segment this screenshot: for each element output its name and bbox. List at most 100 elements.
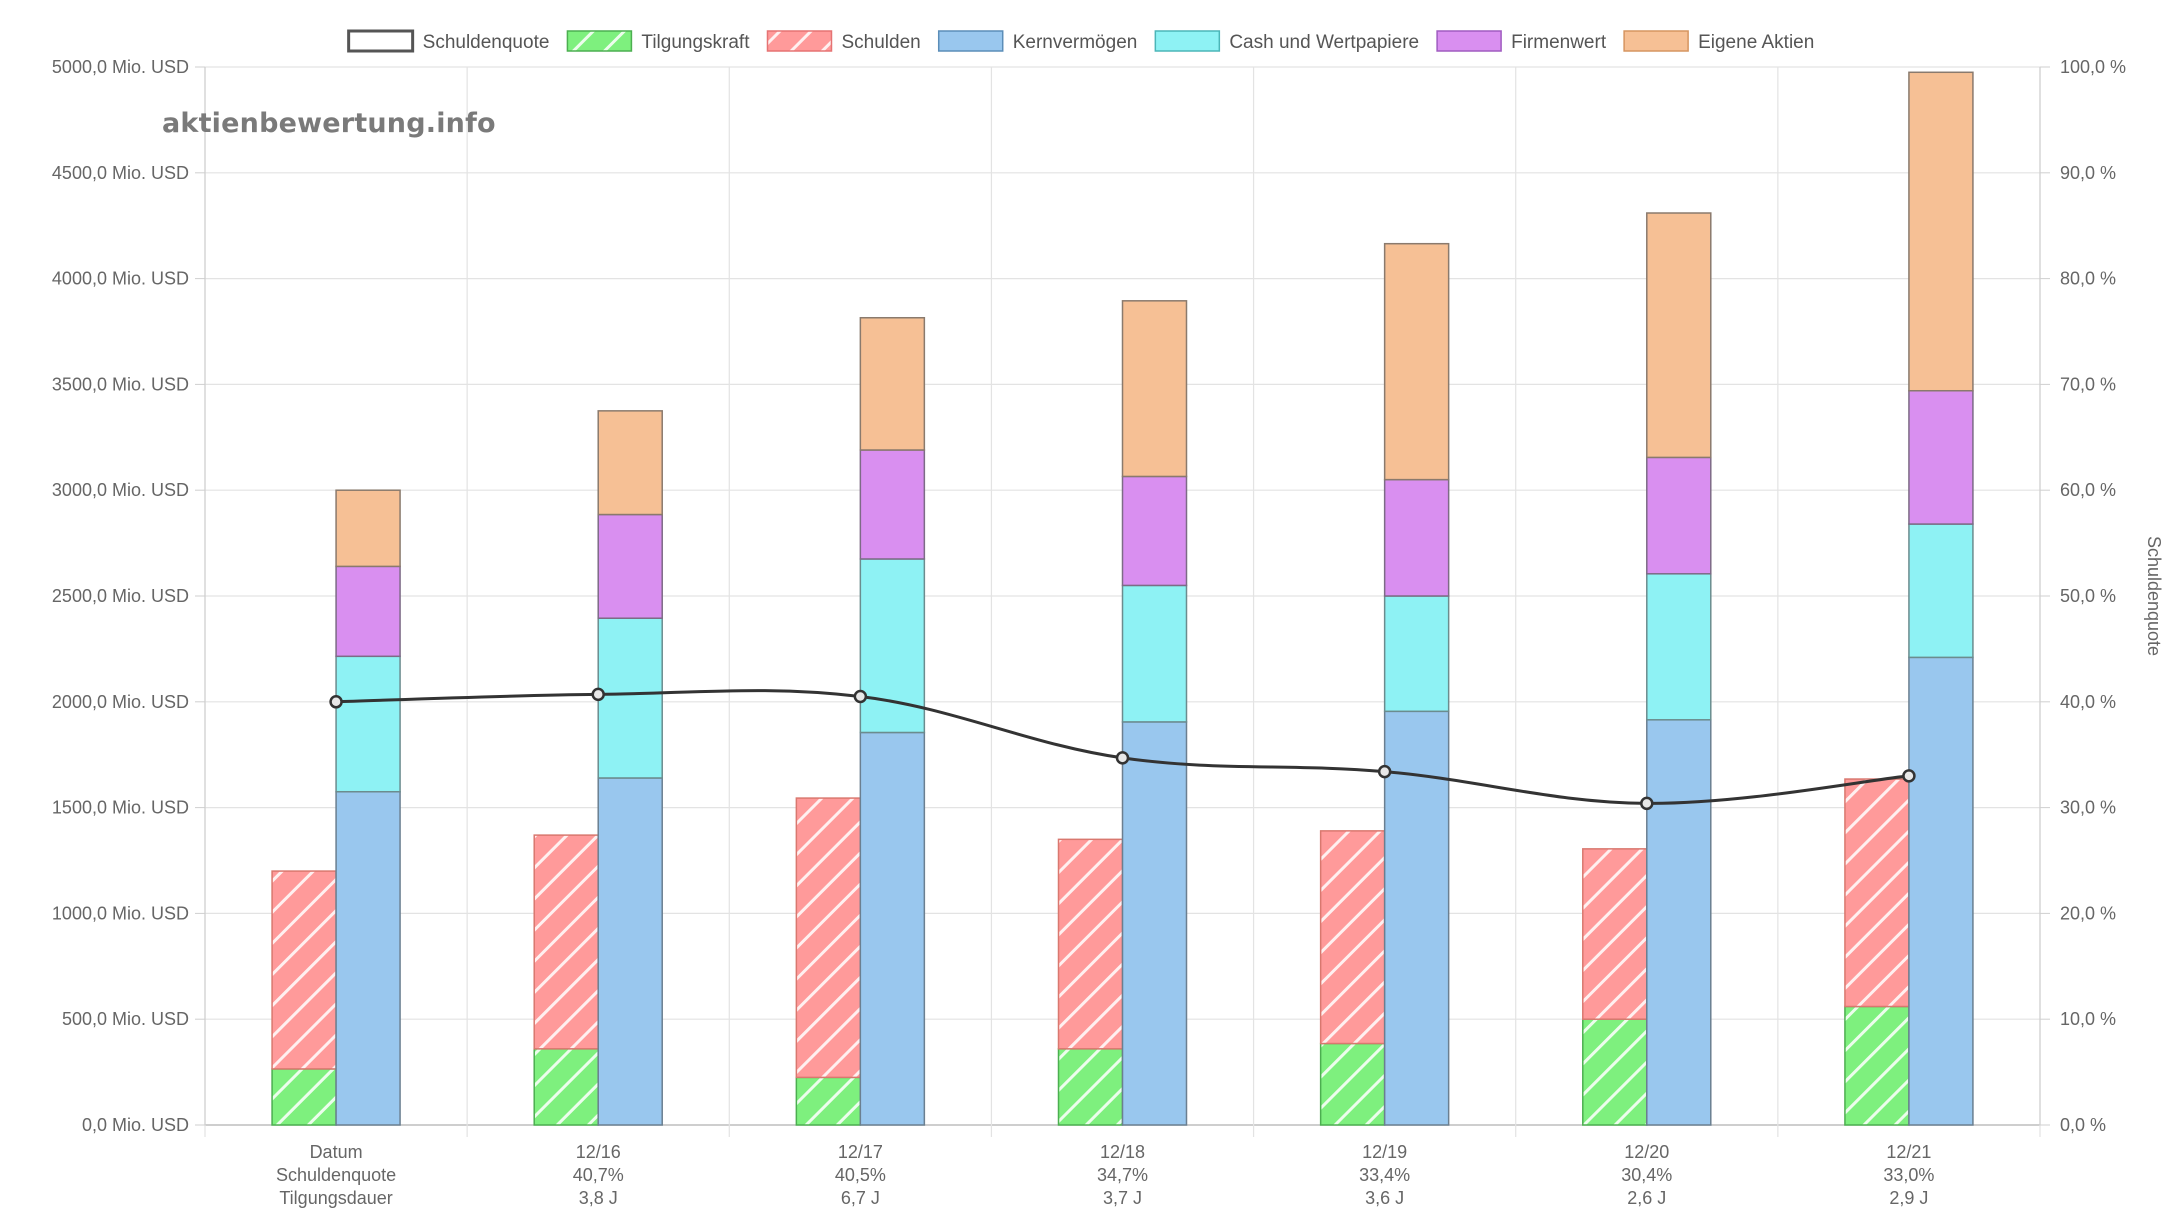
axes: 0,0 Mio. USD 500,0 Mio. USD 1000,0 Mio. US… (52, 57, 2164, 1208)
bar-eigene-aktien (859, 316, 926, 451)
bar-cash-und-wertpapiere (597, 617, 663, 779)
bar-tilgungskraft (1319, 1042, 1386, 1126)
y-left-tick-label: 1500,0 Mio. USD (52, 798, 189, 818)
y-right-tick-label: 10,0 % (2060, 1009, 2116, 1029)
bar-kernverm-gen (597, 777, 663, 1126)
bar-kernverm-gen (1646, 719, 1712, 1126)
bar-eigene-aktien (1121, 300, 1188, 478)
y-left-tick-label: 2500,0 Mio. USD (52, 586, 189, 606)
x-tick-label: 12/19 (1362, 1142, 1407, 1162)
bar-cash-und-wertpapiere (1383, 595, 1450, 713)
bar-schulden (1057, 838, 1124, 1050)
x-tick-label: 12/21 (1886, 1142, 1931, 1162)
legend-swatch-tilgungskraft (566, 30, 633, 52)
line-point (329, 695, 343, 709)
bar-schulden (1844, 778, 1910, 1008)
x-tick-label: 40,5% (835, 1165, 886, 1185)
x-tick-label: 30,4% (1621, 1165, 1672, 1185)
y-right-tick-label: 60,0 % (2060, 480, 2116, 500)
y-right-tick-label: 30,0 % (2060, 798, 2116, 818)
line-point (1377, 764, 1392, 779)
bar-kernverm-gen (1383, 710, 1450, 1126)
y-left-tick-label: 1000,0 Mio. USD (52, 903, 189, 923)
bar-firmenwert (1646, 456, 1712, 575)
bar-eigene-aktien (1383, 242, 1450, 481)
x-tick-label: 2,6 J (1627, 1188, 1666, 1208)
y-right-tick-label: 40,0 % (2060, 692, 2116, 712)
y-right-tick-label: 90,0 % (2060, 163, 2116, 183)
x-tick-label: Schuldenquote (276, 1165, 396, 1185)
bar-kernverm-gen (1908, 656, 1974, 1126)
bar-tilgungskraft (271, 1068, 337, 1126)
x-tick-label: 12/17 (838, 1142, 883, 1162)
bar-schulden (1582, 848, 1648, 1020)
bar-firmenwert (597, 513, 663, 619)
line-point (1115, 751, 1130, 765)
legend-label: Eigene Aktien (1698, 32, 1814, 53)
x-tick-label: 12/20 (1624, 1142, 1669, 1162)
bar-firmenwert (1908, 389, 1974, 525)
x-tick-label: 33,4% (1359, 1165, 1410, 1185)
debt-ratio-line (329, 687, 1916, 811)
bar-tilgungskraft (1582, 1018, 1648, 1126)
line-point (591, 687, 605, 702)
y-right-axis-title: Schuldenquote (2144, 536, 2164, 656)
bar-firmenwert (1121, 475, 1188, 587)
bar-schulden (271, 870, 337, 1070)
bar-cash-und-wertpapiere (1121, 584, 1188, 723)
bar-firmenwert (859, 449, 926, 560)
y-right-tick-label: 50,0 % (2060, 586, 2116, 606)
bar-eigene-aktien (1908, 71, 1974, 392)
x-tick-label: 34,7% (1097, 1165, 1148, 1185)
legend-label: Schulden (841, 32, 920, 53)
legend-swatch-firmenwert (1436, 30, 1502, 52)
x-tick-label: Tilgungsdauer (279, 1188, 392, 1208)
bar-tilgungskraft (1057, 1048, 1124, 1126)
bar-kernverm-gen (859, 731, 926, 1126)
x-tick-label: 3,6 J (1365, 1188, 1404, 1208)
x-tick-label: 3,7 J (1103, 1188, 1142, 1208)
line-point (1640, 796, 1654, 811)
x-tick-label: Datum (310, 1142, 363, 1162)
y-right-tick-label: 70,0 % (2060, 374, 2116, 394)
legend-swatch-kernverm-gen (937, 30, 1004, 52)
bar-kernverm-gen (1121, 721, 1188, 1126)
legend-swatch-schulden (766, 30, 833, 52)
bar-cash-und-wertpapiere (859, 558, 926, 734)
bar-tilgungskraft (533, 1048, 599, 1126)
bar-tilgungskraft (795, 1076, 862, 1126)
y-left-tick-label: 5000,0 Mio. USD (52, 57, 189, 77)
bar-firmenwert (1383, 478, 1450, 597)
bar-eigene-aktien (335, 489, 401, 568)
y-right-tick-label: 0,0 % (2060, 1115, 2106, 1135)
line-point (1902, 769, 1916, 783)
watermark: aktienbewertung.info (162, 108, 496, 139)
legend-label: Kernvermögen (1013, 32, 1138, 53)
legend-label: Cash und Wertpapiere (1229, 32, 1419, 53)
bar-cash-und-wertpapiere (1646, 573, 1712, 721)
legend-swatch-eigene-aktien (1623, 30, 1689, 52)
bar-cash-und-wertpapiere (1908, 523, 1974, 659)
y-left-tick-label: 4500,0 Mio. USD (52, 163, 189, 183)
x-tick-label: 2,9 J (1889, 1188, 1928, 1208)
x-tick-label: 3,8 J (579, 1188, 618, 1208)
legend-label: Tilgungskraft (641, 32, 750, 53)
bar-tilgungskraft (1844, 1005, 1910, 1126)
y-right-tick-label: 100,0 % (2060, 57, 2126, 77)
legend-swatch-schuldenquote (347, 29, 415, 53)
y-left-tick-label: 2000,0 Mio. USD (52, 692, 189, 712)
legend-label: Schuldenquote (423, 32, 550, 53)
bar-firmenwert (335, 565, 401, 658)
x-tick-label: 6,7 J (841, 1188, 880, 1208)
x-tick-label: 12/16 (576, 1142, 621, 1162)
bar-schulden (533, 834, 599, 1050)
y-left-tick-label: 500,0 Mio. USD (62, 1009, 189, 1029)
bar-schulden (795, 797, 862, 1079)
y-left-tick-label: 0,0 Mio. USD (82, 1115, 189, 1135)
bar-kernverm-gen (335, 790, 401, 1126)
bar-schulden (1319, 830, 1386, 1045)
bar-eigene-aktien (597, 410, 663, 516)
y-left-tick-label: 4000,0 Mio. USD (52, 269, 189, 289)
bars (271, 71, 1974, 1126)
